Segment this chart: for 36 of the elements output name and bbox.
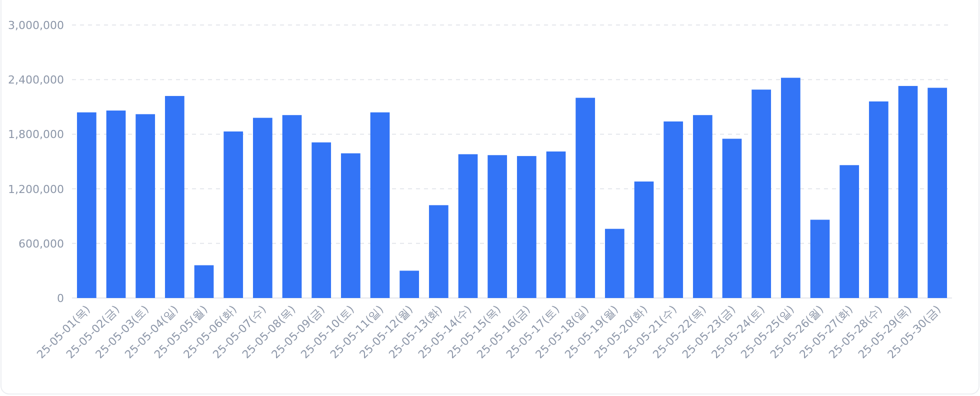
bar: [224, 131, 244, 298]
y-tick-label: 0: [57, 292, 64, 305]
bar: [810, 220, 830, 298]
bar: [780, 78, 800, 298]
bar: [340, 153, 360, 298]
bar: [546, 151, 566, 298]
bar: [458, 154, 478, 298]
bar: [868, 101, 888, 298]
bar: [106, 110, 126, 298]
bar: [76, 112, 96, 298]
bar: [400, 270, 420, 298]
bar: [576, 98, 596, 298]
bar: [516, 156, 536, 298]
bar: [194, 265, 214, 298]
bar: [370, 112, 390, 298]
bar: [634, 182, 654, 298]
bar: [898, 86, 918, 298]
bar: [136, 114, 156, 298]
bar: [428, 205, 448, 298]
bar: [488, 155, 508, 298]
bar: [840, 165, 860, 298]
y-tick-label: 1,200,000: [8, 182, 64, 196]
bar: [164, 96, 184, 298]
bar: [722, 138, 742, 298]
bar: [252, 118, 272, 298]
bar: [752, 90, 772, 298]
bar: [282, 115, 302, 298]
y-tick-label: 3,000,000: [8, 19, 64, 32]
bar: [692, 115, 712, 298]
bar: [664, 121, 684, 298]
y-tick-label: 1,800,000: [8, 128, 64, 142]
y-tick-label: 600,000: [18, 237, 64, 250]
bar: [928, 88, 948, 298]
bar: [312, 142, 332, 298]
y-tick-label: 2,400,000: [8, 74, 64, 87]
bar: [604, 228, 624, 298]
